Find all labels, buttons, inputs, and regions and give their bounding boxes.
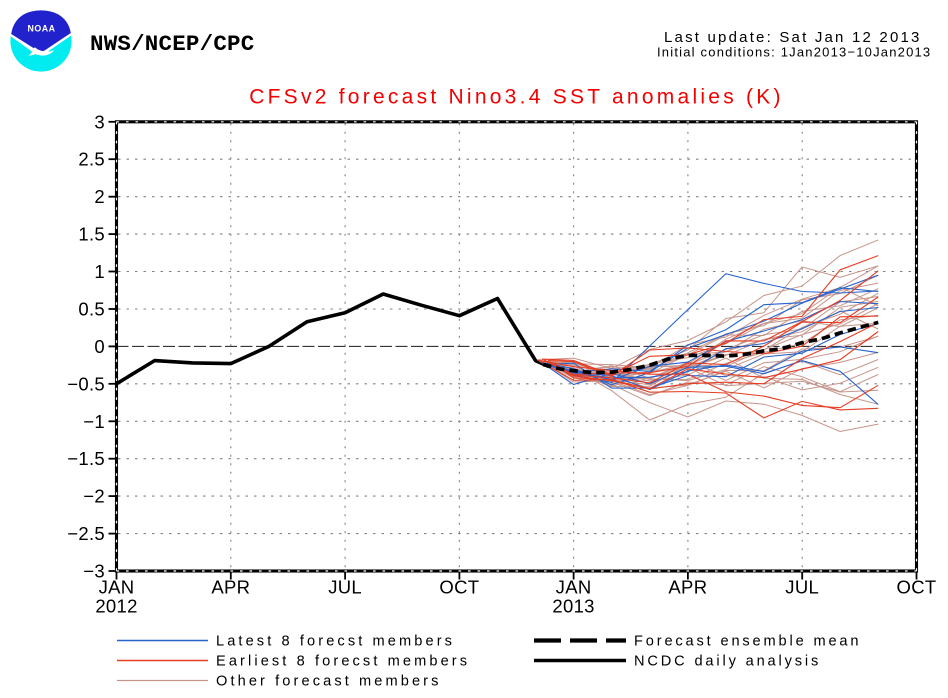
svg-text:−2.5: −2.5 bbox=[67, 523, 105, 544]
svg-text:−0.5: −0.5 bbox=[67, 373, 105, 394]
svg-text:Earliest 8 forecst members: Earliest 8 forecst members bbox=[216, 654, 470, 670]
svg-text:2: 2 bbox=[94, 186, 105, 207]
svg-text:−2: −2 bbox=[83, 486, 105, 507]
svg-text:CFSv2 forecast Nino3.4 SST ano: CFSv2 forecast Nino3.4 SST anomalies (K) bbox=[249, 86, 784, 109]
svg-text:2012: 2012 bbox=[95, 596, 137, 617]
svg-text:APR: APR bbox=[211, 577, 250, 598]
svg-text:OCT: OCT bbox=[439, 577, 479, 598]
svg-text:0.5: 0.5 bbox=[78, 299, 105, 320]
svg-text:NCDC daily analysis: NCDC daily analysis bbox=[634, 654, 821, 670]
svg-text:−1: −1 bbox=[83, 411, 105, 432]
svg-text:−3: −3 bbox=[83, 561, 105, 582]
svg-text:Initial conditions: 1Jan2013−1: Initial conditions: 1Jan2013−10Jan2013 bbox=[657, 45, 931, 60]
svg-text:NWS/NCEP/CPC: NWS/NCEP/CPC bbox=[90, 31, 254, 57]
svg-text:JUL: JUL bbox=[785, 577, 819, 598]
svg-text:2013: 2013 bbox=[552, 596, 594, 617]
svg-text:1.5: 1.5 bbox=[78, 224, 105, 245]
svg-text:JAN: JAN bbox=[556, 577, 592, 598]
svg-text:0: 0 bbox=[94, 336, 105, 357]
svg-text:JAN: JAN bbox=[99, 577, 135, 598]
svg-text:Other forecast members: Other forecast members bbox=[216, 674, 442, 690]
svg-text:JUL: JUL bbox=[328, 577, 362, 598]
svg-text:NOAA: NOAA bbox=[28, 23, 56, 33]
svg-text:Forecast ensemble mean: Forecast ensemble mean bbox=[634, 634, 861, 650]
svg-text:APR: APR bbox=[668, 577, 707, 598]
svg-text:Last update: Sat Jan 12 2013: Last update: Sat Jan 12 2013 bbox=[664, 29, 922, 46]
svg-text:1: 1 bbox=[94, 261, 105, 282]
svg-text:OCT: OCT bbox=[897, 577, 937, 598]
svg-text:Latest 8 forecst members: Latest 8 forecst members bbox=[216, 634, 455, 650]
svg-text:2.5: 2.5 bbox=[78, 149, 105, 170]
svg-text:3: 3 bbox=[94, 111, 105, 132]
svg-text:−1.5: −1.5 bbox=[67, 448, 105, 469]
